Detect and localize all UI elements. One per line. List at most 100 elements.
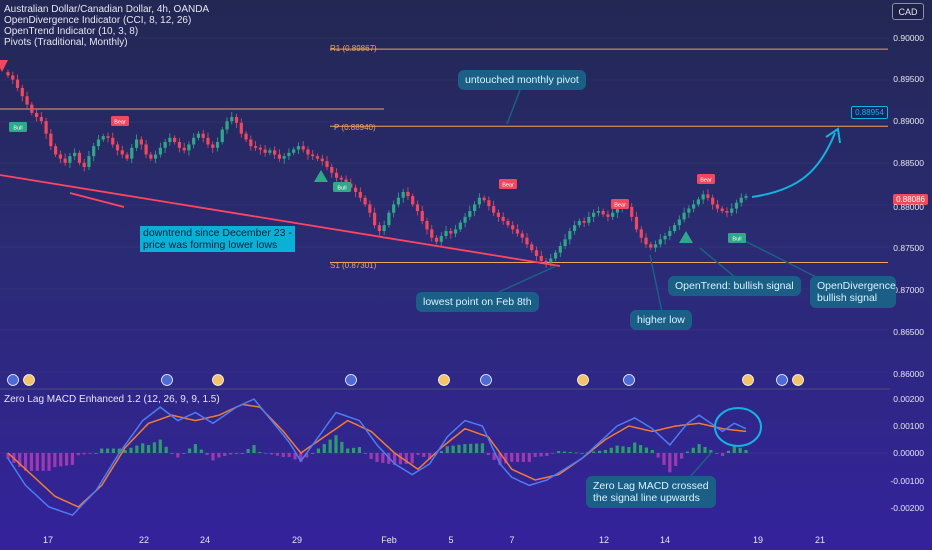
macd-hist-bar-78 [234,453,239,454]
macd-hist-bar-74 [223,453,227,456]
candle-body-141 [677,219,681,226]
note-opendivergence: OpenDivergence bullish signal [810,276,896,308]
candle-body-0 [6,72,10,76]
macd-hist-bar-122 [363,453,367,454]
candle-body-48 [234,117,239,123]
y-tick-4: 0.88000 [893,202,924,212]
candle-body-76 [368,204,372,213]
note-higher-low: higher low [630,310,692,330]
macd-hist-bar-178 [527,453,531,462]
macd-hist-bar-242 [715,453,719,454]
candle-body-138 [663,236,667,240]
event-flag-icon-3 [212,374,224,386]
candle-body-137 [658,239,662,245]
macd-hist-bar-104 [310,453,315,454]
macd-hist-bar-114 [340,441,344,453]
pivot-s1-label: S1 (0.87301) [330,261,377,270]
candle-body-57 [277,154,281,159]
candle-body-31 [154,154,158,159]
macd-y-tick-2: 0.00000 [893,448,924,458]
x-tick-6: 7 [509,535,515,545]
event-flag-icon-2 [161,374,173,386]
macd-hist-bar-126 [375,453,379,462]
signal-tag-bear-0 [111,116,129,126]
pivot-p-label: P (0.88940) [334,123,376,132]
y-tick-1: 0.89500 [893,74,924,84]
x-tick-4: Feb [381,535,397,545]
candle-body-112 [539,255,543,261]
macd-hist-bar-202 [597,450,602,453]
macd-hist-bar-94 [281,453,285,457]
candle-body-150 [720,208,724,212]
candle-body-107 [515,229,520,234]
candle-body-73 [353,187,358,192]
candle-body-111 [534,250,539,256]
note-macd-cross: Zero Lag MACD crossed the signal line up… [586,476,716,508]
candle-body-113 [544,260,548,263]
macd-hist-bar-38 [117,448,121,453]
macd-hist-bar-54 [164,446,168,453]
macd-hist-bar-136 [404,453,408,464]
callout-line-higherlow [649,254,663,313]
candle-body-62 [301,146,305,150]
note-opendivergence-line2: bullish signal [817,292,878,304]
callout-line-lowest [487,265,557,298]
candle-body-59 [287,152,291,157]
candle-body-83 [401,191,405,198]
macd-hist-bar-108 [322,444,326,453]
macd-y-tick-3: -0.00100 [890,476,924,486]
macd-hist-bar-134 [398,453,403,465]
macd-hist-bar-196 [580,453,584,454]
macd-hist-bar-194 [574,452,578,454]
macd-hist-bar-118 [351,447,356,453]
candle-body-50 [244,133,248,140]
candle-body-122 [587,216,591,223]
candle-body-103 [496,212,501,217]
indicator-opentrend: OpenTrend Indicator (10, 3, 8) [4,26,139,37]
macd-hist-bar-148 [439,451,444,453]
candle-body-13 [68,156,72,163]
candle-body-132 [634,216,639,230]
macd-hist-bar-64 [193,444,198,453]
candle-body-6 [34,112,39,118]
macd-hist-bar-86 [258,452,262,453]
candle-body-96 [463,216,467,223]
macd-hist-bar-44 [135,445,139,453]
macd-hist-bar-218 [644,447,649,453]
candle-body-108 [520,233,524,238]
candle-body-67 [325,161,329,167]
candle-body-30 [149,154,153,159]
currency-badge[interactable]: CAD [892,3,924,20]
candle-body-90 [434,237,439,242]
candle-body-11 [58,154,62,159]
candle-body-140 [672,225,677,232]
candle-body-74 [358,191,362,198]
macd-hist-bar-184 [545,453,549,456]
candle-body-52 [253,146,258,148]
candle-body-114 [549,258,553,263]
note-opentrend: OpenTrend: bullish signal [668,276,801,296]
price-candles [6,69,748,268]
macd-hist-bar-140 [416,453,420,455]
signal-tag-label-3: Bear [700,178,712,184]
event-flag-icon-0 [7,374,19,386]
macd-hist-bar-58 [176,453,180,458]
candle-body-42 [206,137,210,145]
candle-body-94 [453,229,458,234]
macd-hist-bar-238 [703,447,707,453]
candle-body-146 [701,194,705,200]
candle-body-66 [320,158,324,162]
macd-hist-bar-164 [486,453,490,455]
x-tick-1: 22 [138,535,150,545]
candle-body-28 [139,139,143,145]
candle-body-155 [744,196,748,198]
candle-body-10 [54,146,58,155]
macd-hist-bar-8 [29,453,34,471]
candle-body-54 [263,149,267,153]
note-downtrend-line2: price was forming lower lows [143,239,278,251]
macd-hist-bar-68 [205,453,209,455]
candle-body-43 [211,144,215,148]
candle-body-22 [111,137,115,145]
grid [0,37,888,373]
macd-hist-bar-100 [299,453,303,462]
